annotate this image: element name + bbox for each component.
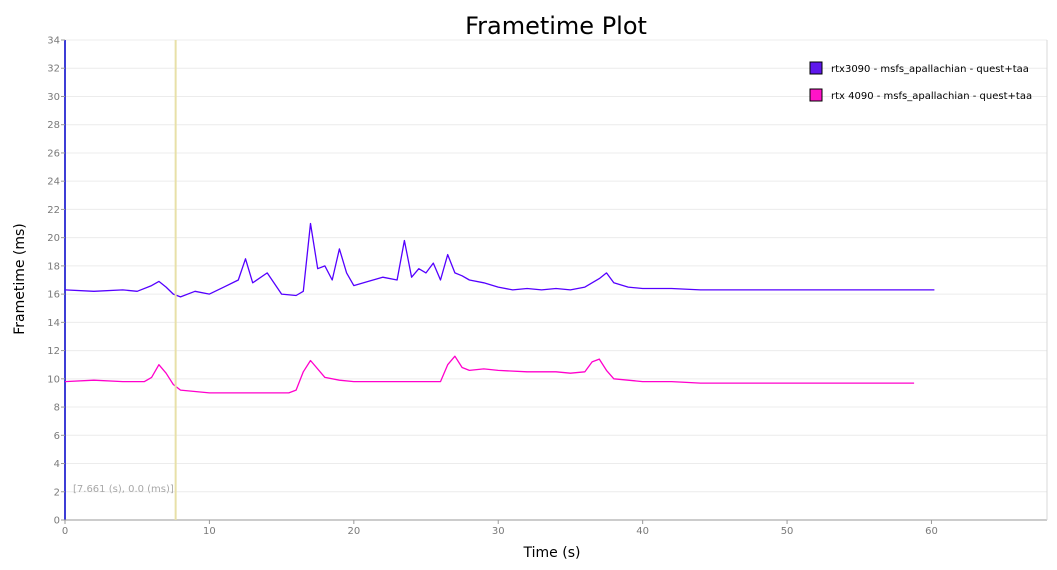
- y-tick-label: 20: [47, 233, 60, 244]
- legend-swatch-1: [809, 61, 823, 75]
- y-tick-label: 26: [47, 148, 60, 159]
- axes: [64, 40, 1048, 521]
- y-tick-label: 34: [47, 36, 60, 47]
- chart-title: Frametime Plot: [465, 12, 647, 40]
- y-tick-label: 22: [47, 205, 60, 216]
- cursor-readout: [7.661 (s), 0.0 (ms)]: [73, 484, 174, 495]
- x-ticks: 0 10 20 30 40 50 60: [62, 520, 938, 537]
- y-tick-label: 10: [47, 374, 60, 385]
- y-axis-label: Frametime (ms): [12, 223, 28, 335]
- series-line-2: [64, 355, 915, 394]
- y-tick-label: 16: [47, 290, 60, 301]
- legend-swatch-2: [809, 88, 823, 102]
- legend-label-1: rtx3090 - msfs_apallachian - quest+taa: [831, 64, 1029, 75]
- y-tick-label: 0: [54, 516, 60, 527]
- series-line-1: [64, 222, 935, 298]
- x-axis-label: Time (s): [523, 545, 581, 561]
- x-tick-label: 0: [62, 526, 68, 537]
- legend-label-2: rtx 4090 - msfs_apallachian - quest+taa: [831, 91, 1032, 102]
- y-tick-label: 28: [47, 120, 60, 131]
- legend: rtx3090 - msfs_apallachian - quest+taa rt…: [809, 61, 1032, 102]
- x-tick-label: 50: [781, 526, 794, 537]
- x-tick-label: 20: [347, 526, 360, 537]
- y-tick-label: 14: [47, 318, 60, 329]
- y-tick-label: 32: [47, 64, 60, 75]
- x-tick-label: 30: [492, 526, 505, 537]
- y-tick-label: 6: [54, 431, 60, 442]
- x-tick-label: 10: [203, 526, 216, 537]
- grid-lines: [65, 39, 1047, 521]
- y-tick-label: 18: [47, 261, 60, 272]
- x-tick-label: 60: [925, 526, 938, 537]
- series-lines: [64, 222, 935, 394]
- y-tick-label: 12: [47, 346, 60, 357]
- y-tick-label: 8: [54, 403, 60, 414]
- y-tick-label: 2: [54, 487, 60, 498]
- x-tick-label: 40: [636, 526, 649, 537]
- cursor[interactable]: [7.661 (s), 0.0 (ms)]: [73, 40, 177, 520]
- y-tick-label: 4: [54, 459, 60, 470]
- y-tick-label: 24: [47, 177, 60, 188]
- y-tick-label: 30: [47, 92, 60, 103]
